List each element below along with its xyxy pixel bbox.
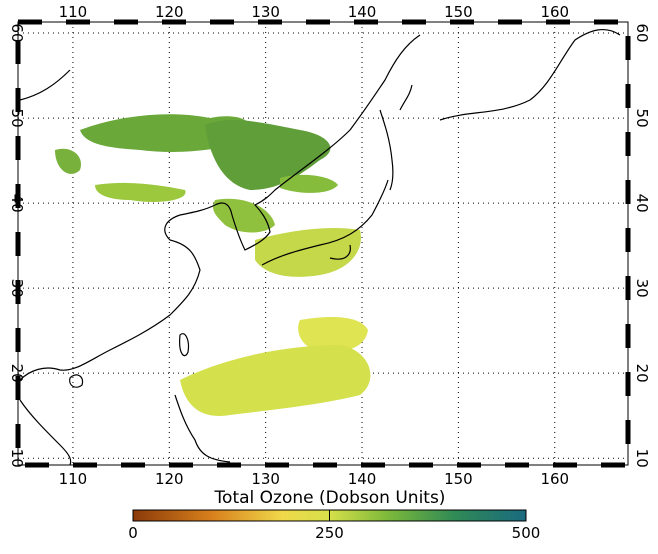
lat-label-left: 10 [8,449,26,468]
lon-label-bottom: 160 [540,470,569,488]
lon-label-bottom: 120 [155,470,184,488]
ozone-patch [95,182,186,202]
lon-label-bottom: 130 [251,470,280,488]
coastline [439,28,621,121]
ozone-patch [205,120,331,190]
lat-label-right: 30 [633,279,651,298]
colorbar-ticks: 0 250 500 [128,510,540,542]
colorbar-tick-label: 500 [512,524,541,542]
colorbar-tick-label: 0 [128,524,138,542]
lon-label-bottom: 140 [348,470,377,488]
lon-label-bottom: 110 [59,470,88,488]
island [69,333,190,388]
lon-label-top: 150 [444,3,473,21]
lat-label-right: 20 [633,364,651,383]
lon-label-top: 110 [59,3,88,21]
lat-label-right: 50 [633,109,651,128]
lat-label-left: 60 [8,24,26,43]
coastline [19,394,231,465]
map-frame-line [17,21,629,466]
lat-label-left: 50 [8,109,26,128]
lat-label-right: 60 [633,24,651,43]
coastline [19,69,216,381]
ozone-field [55,114,371,416]
coastlines [19,28,621,465]
lat-label-left: 40 [8,194,26,213]
lon-label-bottom: 150 [444,470,473,488]
ozone-patch [280,174,338,193]
colorbar-tick-label: 250 [315,524,344,542]
lon-label-top: 140 [348,3,377,21]
lat-label-right: 40 [633,194,651,213]
coastline [261,179,389,266]
ozone-patch [55,148,81,174]
lat-label-right: 10 [633,449,651,468]
ozone-patch [298,317,368,352]
lat-label-left: 20 [8,364,26,383]
coastline [214,34,421,251]
lon-label-top: 130 [251,3,280,21]
ozone-patch [180,345,371,416]
coastline [379,84,413,191]
lat-label-left: 30 [8,279,26,298]
ozone-patch [213,198,275,233]
lon-label-top: 120 [155,3,184,21]
colorbar-title: Total Ozone (Dobson Units) [214,488,446,508]
tick-labels: 110 110 120 120 130 130 140 140 150 150 160 160 10 10… [8,3,651,488]
ozone-patch [255,228,361,277]
lon-label-top: 160 [540,3,569,21]
